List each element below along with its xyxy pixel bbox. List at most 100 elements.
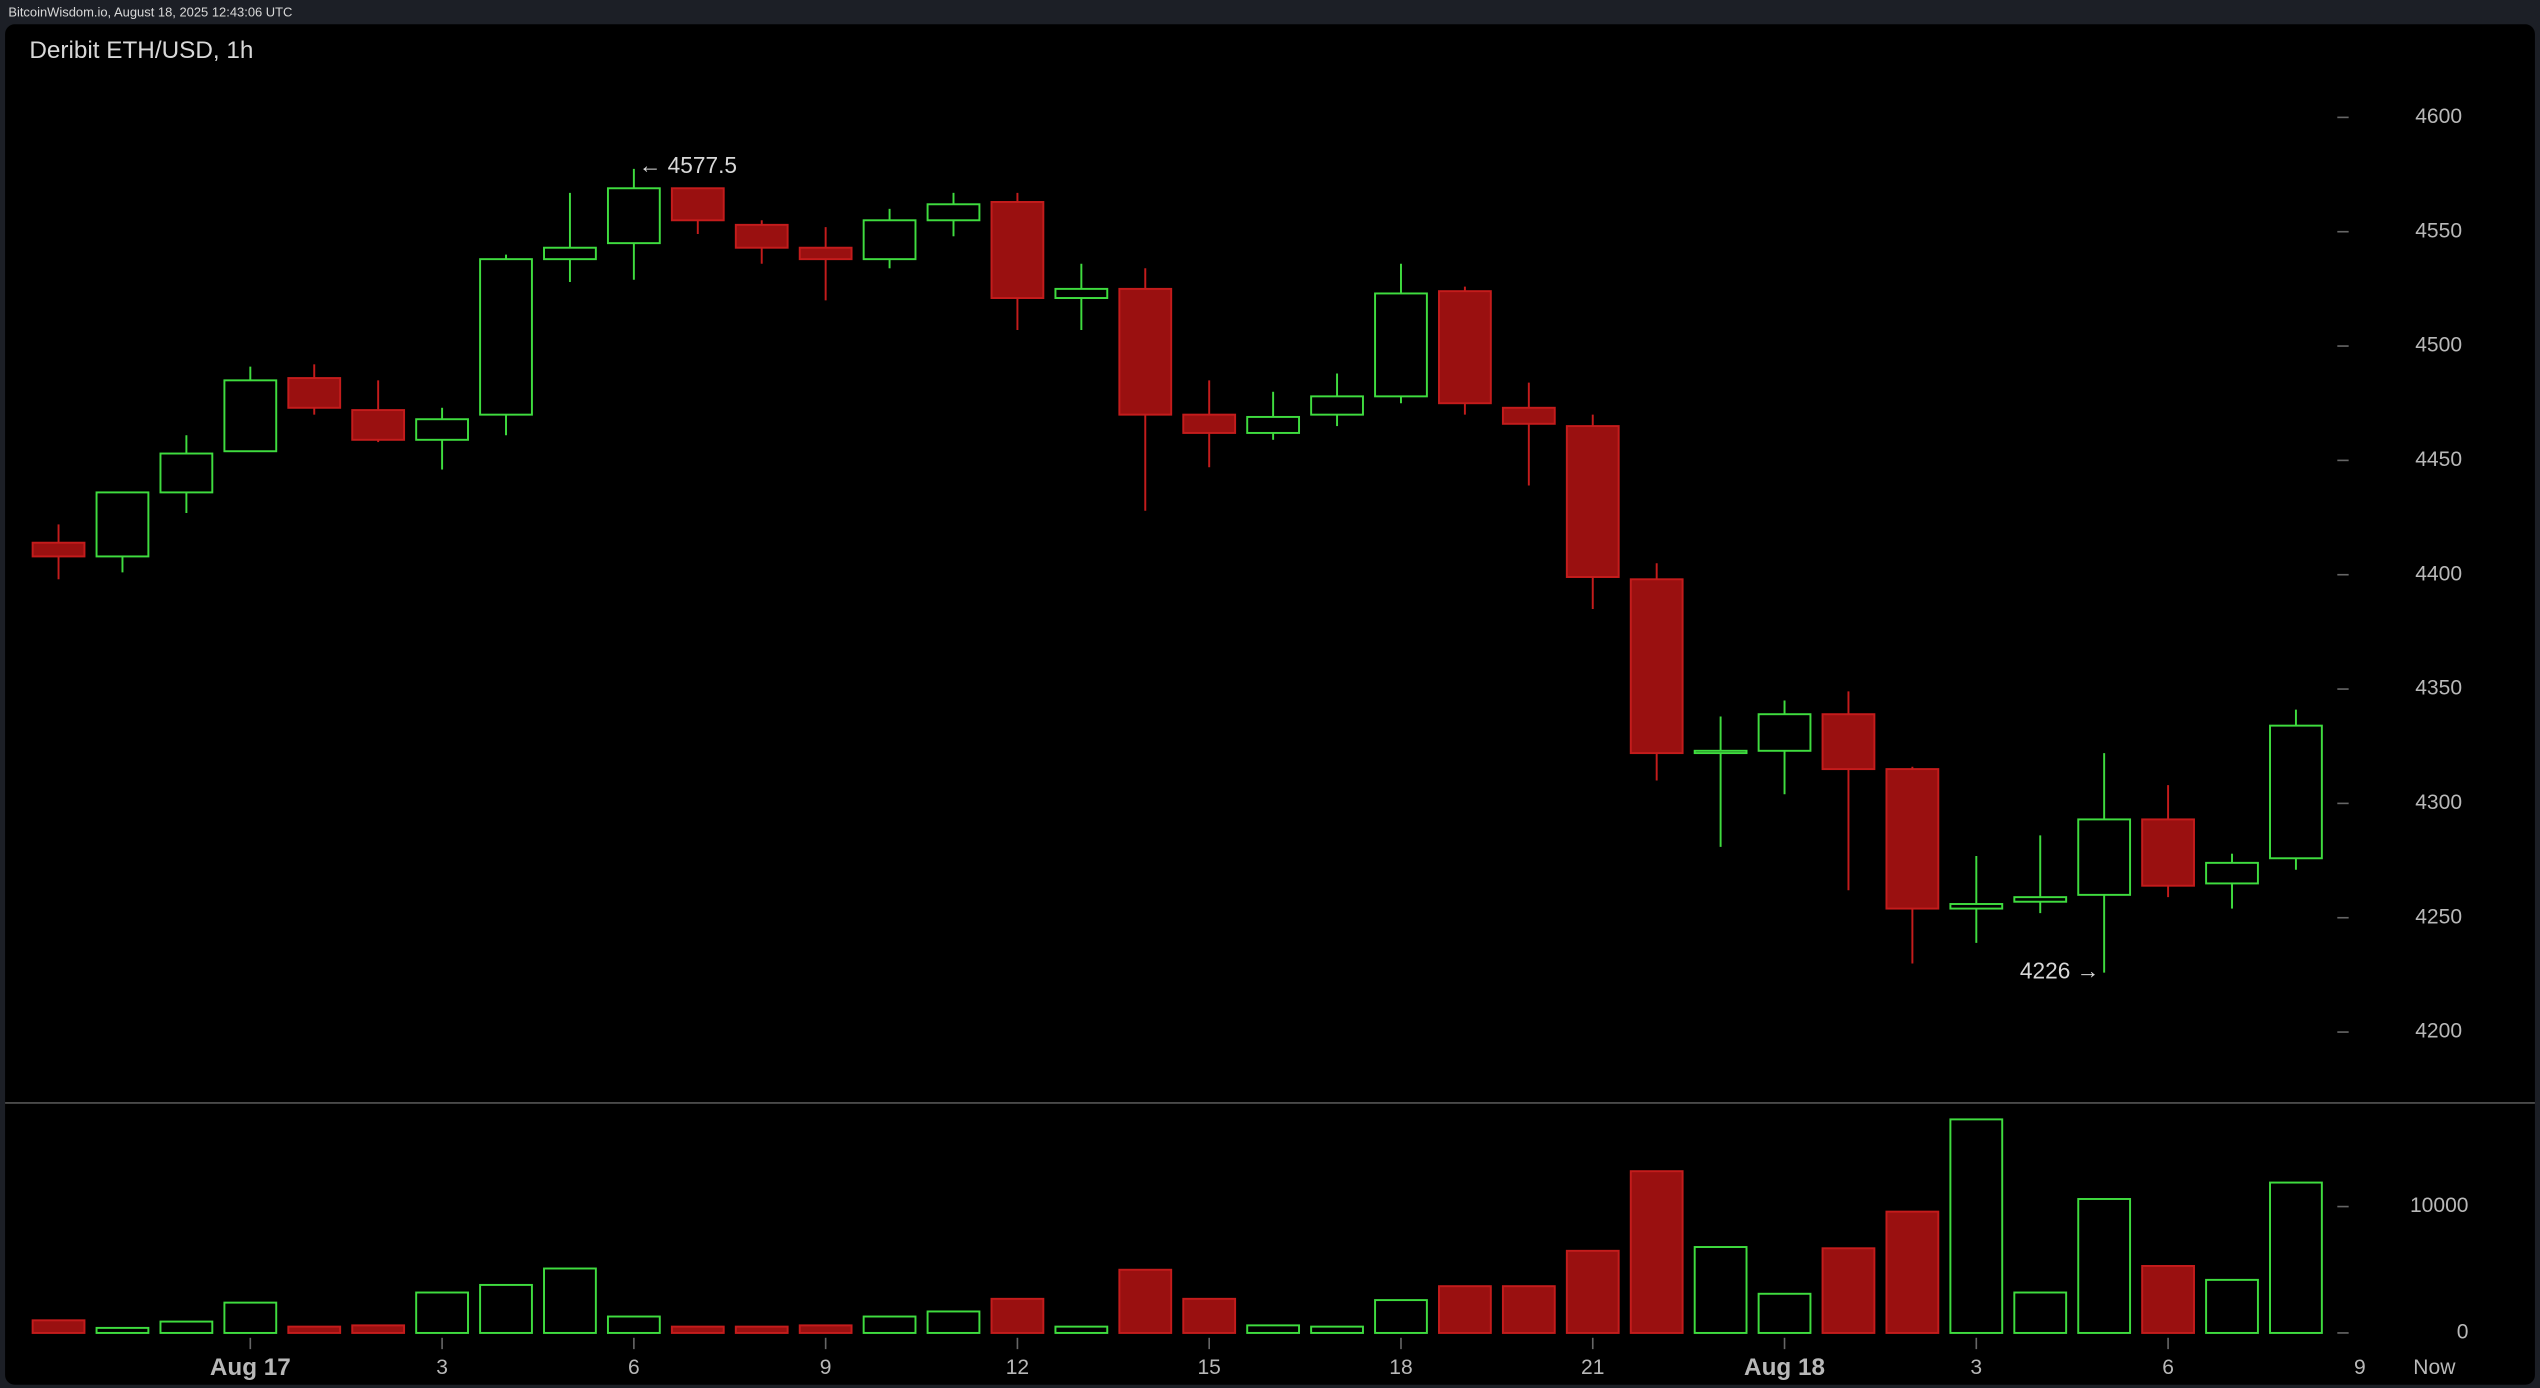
volume-bar: [2141, 1264, 2195, 1334]
volume-bar: [1693, 1246, 1748, 1334]
volume-bar: [543, 1267, 597, 1334]
candle-body: [2141, 818, 2195, 887]
volume-bar: [159, 1320, 214, 1334]
volume-bar: [2077, 1198, 2132, 1334]
y-tick-label: 4500: [2415, 334, 2462, 357]
candle-body: [1501, 406, 1556, 425]
candle-body: [95, 491, 150, 558]
candle-body: [1310, 395, 1364, 416]
y-tick-label: 4550: [2415, 219, 2462, 242]
candle-body: [1054, 287, 1109, 300]
volume-bar: [798, 1324, 853, 1334]
low-annotation: 4226 →: [2020, 958, 2099, 984]
candle-body: [31, 541, 86, 558]
x-end-label: Now: [2413, 1356, 2456, 1379]
candle-body: [734, 223, 789, 249]
x-tick-label: 15: [1197, 1356, 1220, 1379]
x-tick-label: Aug 18: [1744, 1354, 1825, 1381]
candle-body: [2013, 896, 2068, 903]
candle-body: [1374, 292, 1428, 398]
candle-body: [543, 246, 597, 261]
volume-bar: [734, 1325, 789, 1334]
volume-bar: [1885, 1210, 1940, 1334]
volume-y-tick-label: 0: [2457, 1321, 2469, 1344]
candle-body: [479, 258, 533, 416]
candle-body: [2205, 861, 2259, 885]
candle-body: [1885, 768, 1940, 910]
y-tick-label: 4400: [2415, 562, 2462, 585]
volume-y-tick-label: 10000: [2410, 1194, 2469, 1217]
x-tick-label: 9: [820, 1356, 832, 1379]
x-tick-label: Aug 17: [210, 1354, 291, 1381]
candle-body: [1693, 749, 1748, 755]
volume-bar: [1054, 1325, 1109, 1334]
volume-bar: [31, 1319, 86, 1334]
chart-title: Deribit ETH/USD, 1h: [29, 37, 253, 64]
volume-bar: [2205, 1278, 2259, 1334]
candle-body: [606, 187, 661, 245]
volume-bar: [2013, 1291, 2068, 1334]
candle-body: [1118, 287, 1173, 416]
volume-bar: [2269, 1181, 2323, 1334]
volume-bar: [95, 1326, 150, 1334]
x-tick-label: 21: [1581, 1356, 1604, 1379]
candle-body: [2269, 724, 2323, 860]
volume-bar: [926, 1310, 981, 1334]
candle-body: [990, 201, 1045, 300]
volume-bar: [670, 1325, 725, 1334]
candle-body: [1757, 713, 1812, 752]
volume-bar: [1757, 1292, 1812, 1334]
volume-bar: [1310, 1325, 1364, 1334]
x-tick-label: 3: [1970, 1356, 1982, 1379]
candle-body: [926, 203, 981, 222]
candle-body: [1949, 903, 2004, 910]
volume-bar: [990, 1297, 1045, 1334]
volume-bar: [351, 1324, 406, 1334]
x-tick-label: 12: [1006, 1356, 1029, 1379]
candle-body: [1565, 425, 1620, 578]
y-tick-label: 4600: [2415, 105, 2462, 128]
y-tick-label: 4200: [2415, 1020, 2462, 1043]
x-end-label: 9: [2354, 1356, 2366, 1379]
volume-bar: [1565, 1249, 1620, 1334]
volume-bar: [1118, 1268, 1173, 1334]
volume-bar: [1821, 1247, 1876, 1334]
candle-body: [670, 187, 725, 222]
x-tick-label: 6: [628, 1356, 640, 1379]
volume-bar: [1629, 1170, 1684, 1334]
candle-body: [1821, 713, 1876, 771]
volume-bar: [1374, 1299, 1428, 1334]
y-tick-label: 4450: [2415, 448, 2462, 471]
volume-bar: [415, 1291, 469, 1334]
y-tick-label: 4250: [2415, 905, 2462, 928]
volume-bar: [287, 1325, 342, 1334]
candle-body: [2077, 818, 2132, 896]
candle-body: [159, 452, 214, 494]
volume-bar: [223, 1301, 278, 1334]
candle-body: [1182, 413, 1237, 434]
volume-bar: [1182, 1297, 1237, 1334]
x-tick-label: 6: [2162, 1356, 2174, 1379]
x-tick-label: 3: [436, 1356, 448, 1379]
candle-body: [415, 418, 469, 441]
candle-body: [1438, 290, 1492, 405]
chart-panel: [5, 24, 2535, 1385]
volume-bar: [606, 1315, 661, 1334]
candle-body: [1246, 415, 1301, 434]
candle-body: [798, 246, 853, 261]
candle-body: [1629, 578, 1684, 755]
candle-body: [223, 379, 278, 453]
y-tick-label: 4350: [2415, 677, 2462, 700]
volume-bar: [1501, 1285, 1556, 1334]
high-annotation: ← 4577.5: [639, 152, 737, 178]
candle-body: [351, 409, 406, 441]
volume-bar: [479, 1283, 533, 1334]
volume-bar: [1949, 1118, 2004, 1334]
header-caption: BitcoinWisdom.io, August 18, 2025 12:43:…: [8, 4, 292, 19]
volume-bar: [1438, 1285, 1492, 1334]
volume-bar: [1246, 1324, 1301, 1334]
x-tick-label: 18: [1389, 1356, 1412, 1379]
y-tick-label: 4300: [2415, 791, 2462, 814]
